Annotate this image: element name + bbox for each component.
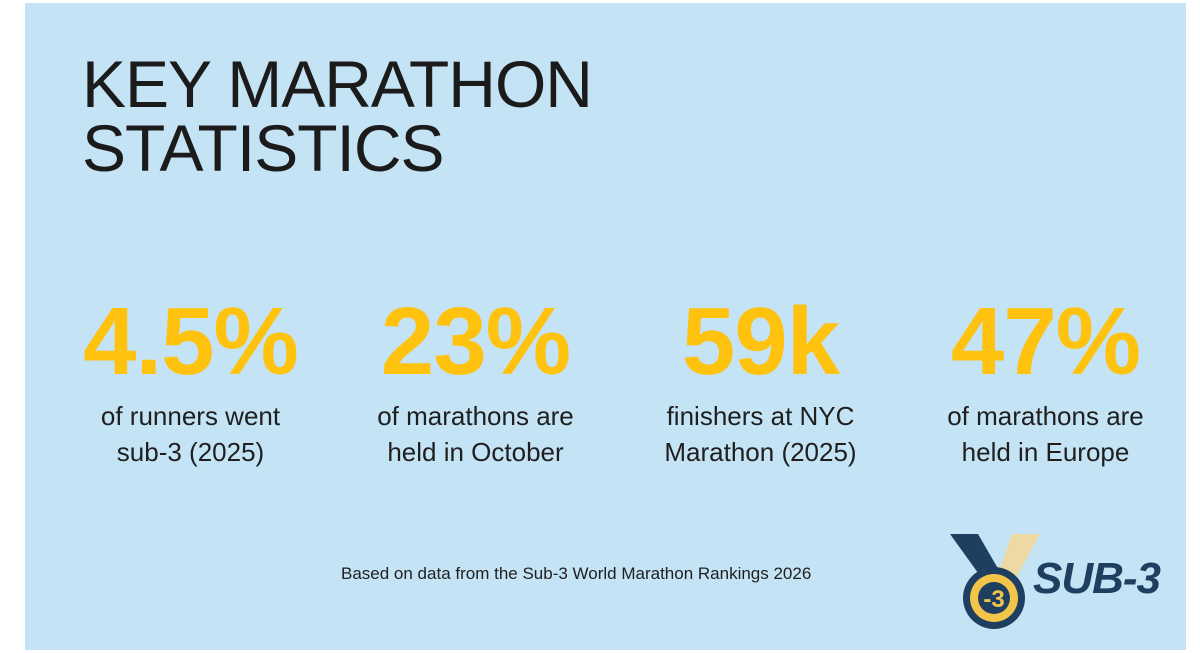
stat-label-line-2: held in Europe: [961, 437, 1130, 467]
stat-label-line-1: of runners went: [100, 401, 281, 431]
stat-value: 23%: [380, 288, 571, 395]
source-note: Based on data from the Sub-3 World Marat…: [341, 564, 812, 583]
stat-label-line-2: sub-3 (2025): [116, 437, 265, 467]
stat-europe-marathons: 47% of marathons are held in Europe: [903, 292, 1188, 470]
stat-october-marathons: 23% of marathons are held in October: [333, 292, 618, 470]
stat-label: finishers at NYC Marathon (2025): [618, 398, 903, 470]
medal-icon: -3: [950, 534, 1040, 629]
stat-value: 4.5%: [83, 288, 299, 395]
page-title: KEY MARATHON STATISTICS: [82, 47, 593, 185]
logo-wordmark: SUB-3: [1033, 554, 1161, 603]
infographic-card: [25, 3, 1186, 650]
medal-text: -3: [983, 586, 1004, 613]
stat-label-line-2: Marathon (2025): [664, 437, 857, 467]
title-line-1: KEY MARATHON: [82, 47, 593, 121]
stat-value: 59k: [681, 288, 840, 395]
stat-label-line-1: of marathons are: [947, 401, 1144, 431]
title-line-2: STATISTICS: [82, 111, 445, 185]
stat-label: of marathons are held in October: [333, 398, 618, 470]
sub3-logo: -3 SUB-3: [948, 532, 1168, 632]
ribbon-right: [998, 534, 1040, 582]
stat-nyc-finishers: 59k finishers at NYC Marathon (2025): [618, 292, 903, 470]
stat-label-line-2: held in October: [387, 437, 564, 467]
medal-inner: [978, 582, 1010, 614]
stat-sub3-runners: 4.5% of runners went sub-3 (2025): [48, 292, 333, 470]
stat-label-line-1: finishers at NYC: [666, 401, 855, 431]
stat-label: of runners went sub-3 (2025): [48, 398, 333, 470]
stat-value: 47%: [950, 288, 1141, 395]
stat-label: of marathons are held in Europe: [903, 398, 1188, 470]
stat-label-line-1: of marathons are: [377, 401, 574, 431]
stats-row: 4.5% of runners went sub-3 (2025) 23% of…: [48, 292, 1188, 470]
